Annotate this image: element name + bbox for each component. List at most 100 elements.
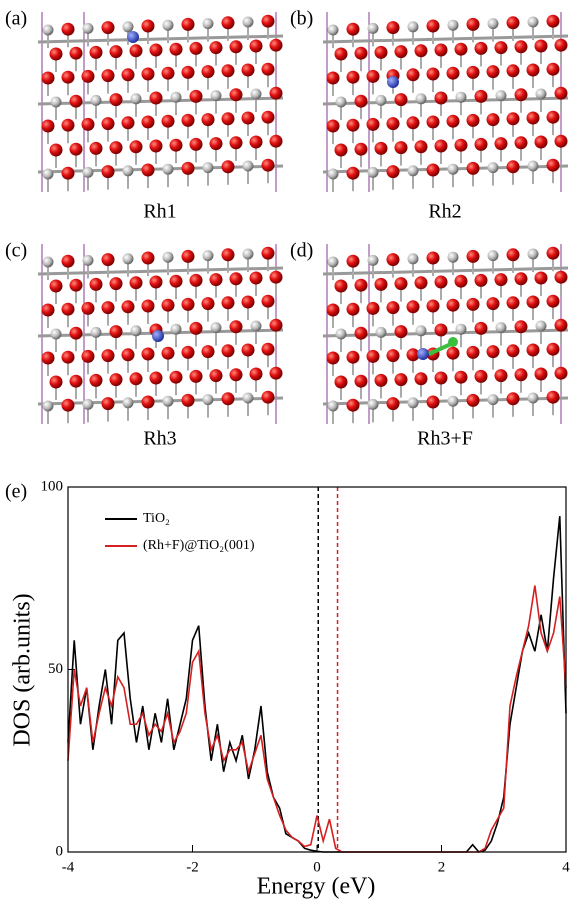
atom	[394, 325, 408, 339]
atom	[327, 400, 339, 412]
atom	[89, 45, 103, 59]
atom	[69, 326, 83, 340]
atom	[181, 345, 195, 359]
atom	[506, 160, 520, 174]
atom	[81, 301, 95, 315]
atom	[161, 114, 175, 128]
atom	[181, 161, 195, 175]
atom	[90, 94, 102, 106]
atom	[249, 271, 263, 285]
atom	[506, 112, 520, 126]
atom	[122, 21, 134, 33]
atom	[394, 45, 408, 59]
atom	[41, 119, 55, 133]
atom	[61, 398, 75, 412]
atom	[334, 143, 348, 157]
atom	[202, 162, 214, 174]
atom	[122, 165, 134, 177]
atom	[229, 272, 243, 286]
atom	[50, 96, 62, 108]
panel-label: Rh1	[143, 201, 176, 223]
atom	[49, 375, 63, 389]
fluorine	[448, 337, 458, 347]
atom	[41, 303, 55, 317]
atom	[69, 374, 83, 388]
atom	[326, 119, 340, 133]
atom	[546, 294, 560, 308]
atom	[407, 21, 419, 33]
atom	[335, 328, 347, 340]
atom	[326, 351, 340, 365]
atom	[261, 62, 275, 76]
atom	[346, 254, 360, 268]
atom	[109, 325, 123, 339]
atom	[494, 369, 508, 383]
atom	[269, 38, 283, 52]
atom	[407, 397, 419, 409]
atom	[354, 142, 368, 156]
atom	[101, 349, 115, 363]
atom	[242, 16, 254, 28]
atom	[386, 301, 400, 315]
atom	[487, 250, 499, 262]
atom	[326, 303, 340, 317]
atom	[49, 279, 63, 293]
atom	[149, 91, 163, 105]
atom	[42, 168, 54, 180]
atom	[81, 69, 95, 83]
atom	[447, 395, 459, 407]
atom	[101, 253, 115, 267]
atom	[474, 273, 488, 287]
atom	[261, 390, 275, 404]
atom	[334, 375, 348, 389]
atom	[141, 299, 155, 313]
atom	[527, 248, 539, 260]
atom	[109, 373, 123, 387]
atom	[61, 350, 75, 364]
atom	[229, 368, 243, 382]
atom	[101, 117, 115, 131]
atom	[367, 166, 379, 178]
panel-tag: (d)	[290, 240, 313, 262]
atom	[446, 298, 460, 312]
atom	[241, 343, 255, 357]
atom	[50, 328, 62, 340]
atom	[466, 65, 480, 79]
atom	[446, 346, 460, 360]
atom	[242, 160, 254, 172]
atom	[101, 69, 115, 83]
y-tick-label: 50	[48, 661, 63, 677]
atom	[415, 93, 427, 105]
atom	[169, 370, 183, 384]
atom	[414, 140, 428, 154]
atom	[61, 118, 75, 132]
dos-line	[67, 516, 567, 853]
atom	[189, 41, 203, 55]
atom	[554, 134, 568, 148]
atom	[121, 68, 135, 82]
atom	[149, 43, 163, 57]
atom	[221, 296, 235, 310]
x-tick-label: -2	[186, 859, 199, 875]
atom	[506, 296, 520, 310]
atom	[346, 166, 360, 180]
bond	[37, 396, 284, 406]
atom	[41, 71, 55, 85]
atom	[554, 270, 568, 284]
bond	[37, 164, 284, 174]
atom	[209, 273, 223, 287]
atom	[514, 136, 528, 150]
atom	[181, 297, 195, 311]
atom	[346, 350, 360, 364]
atom	[129, 372, 143, 386]
atom	[241, 295, 255, 309]
atom	[375, 326, 387, 338]
atom	[122, 253, 134, 265]
bond	[322, 266, 569, 276]
atom	[327, 24, 339, 36]
atom	[426, 67, 440, 81]
atom	[386, 117, 400, 131]
atom	[514, 88, 528, 102]
atom	[221, 392, 235, 406]
